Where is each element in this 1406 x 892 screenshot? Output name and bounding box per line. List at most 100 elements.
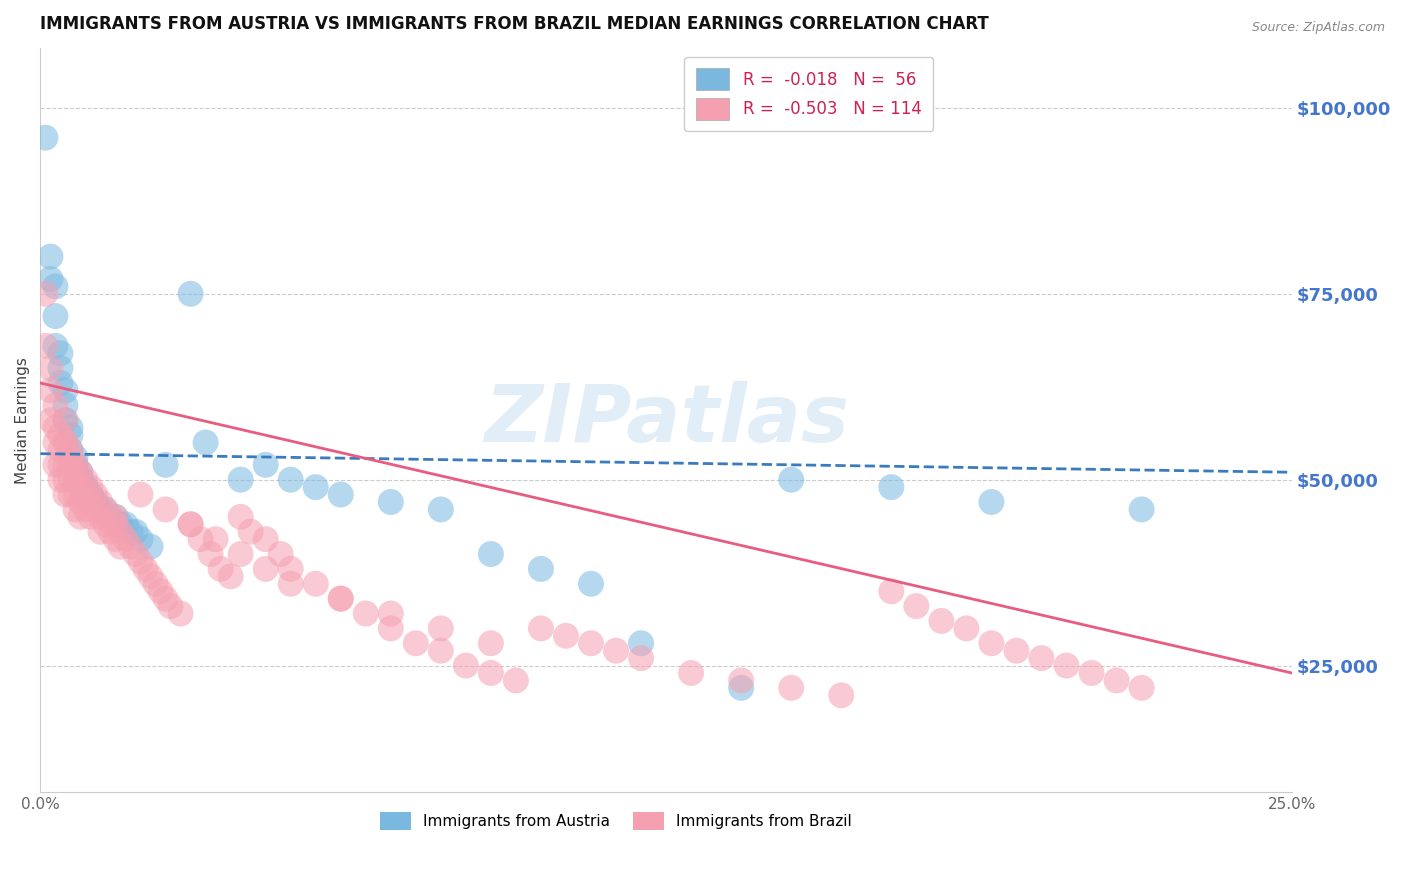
- Point: [65, 458, 87, 472]
- Point: [200, 547, 222, 561]
- Point: [530, 621, 553, 635]
- Point: [44, 309, 66, 323]
- Point: [114, 517, 136, 532]
- Point: [149, 584, 172, 599]
- Point: [329, 487, 352, 501]
- Point: [110, 540, 132, 554]
- Point: [380, 607, 402, 621]
- Point: [329, 591, 352, 606]
- Point: [79, 509, 101, 524]
- Point: [120, 524, 142, 539]
- Point: [209, 562, 232, 576]
- Point: [59, 442, 82, 457]
- Point: [180, 286, 202, 301]
- Point: [124, 524, 146, 539]
- Point: [65, 458, 87, 472]
- Point: [55, 413, 77, 427]
- Point: [454, 658, 477, 673]
- Point: [630, 636, 652, 650]
- Point: [55, 487, 77, 501]
- Point: [129, 532, 152, 546]
- Point: [75, 502, 97, 516]
- Point: [84, 487, 107, 501]
- Point: [980, 495, 1002, 509]
- Point: [55, 435, 77, 450]
- Point: [479, 636, 502, 650]
- Point: [1130, 502, 1153, 516]
- Point: [110, 517, 132, 532]
- Point: [114, 532, 136, 546]
- Point: [380, 621, 402, 635]
- Point: [69, 480, 91, 494]
- Point: [59, 442, 82, 457]
- Point: [1005, 643, 1028, 657]
- Point: [79, 480, 101, 494]
- Point: [730, 673, 752, 688]
- Point: [39, 250, 62, 264]
- Point: [254, 562, 277, 576]
- Point: [44, 339, 66, 353]
- Point: [65, 502, 87, 516]
- Point: [239, 524, 262, 539]
- Point: [49, 458, 72, 472]
- Point: [100, 509, 122, 524]
- Point: [79, 487, 101, 501]
- Point: [94, 502, 117, 516]
- Point: [84, 495, 107, 509]
- Point: [1056, 658, 1078, 673]
- Point: [880, 584, 903, 599]
- Point: [430, 621, 453, 635]
- Point: [129, 554, 152, 568]
- Point: [59, 458, 82, 472]
- Point: [159, 599, 181, 613]
- Point: [44, 435, 66, 450]
- Point: [34, 286, 56, 301]
- Point: [1130, 681, 1153, 695]
- Point: [780, 681, 803, 695]
- Point: [530, 562, 553, 576]
- Point: [135, 562, 157, 576]
- Point: [1031, 651, 1053, 665]
- Point: [49, 361, 72, 376]
- Point: [430, 643, 453, 657]
- Point: [405, 636, 427, 650]
- Point: [44, 279, 66, 293]
- Point: [155, 502, 177, 516]
- Point: [44, 458, 66, 472]
- Point: [270, 547, 292, 561]
- Point: [39, 272, 62, 286]
- Point: [39, 384, 62, 398]
- Point: [905, 599, 928, 613]
- Point: [104, 509, 127, 524]
- Point: [69, 495, 91, 509]
- Point: [155, 458, 177, 472]
- Point: [354, 607, 377, 621]
- Point: [280, 562, 302, 576]
- Legend: Immigrants from Austria, Immigrants from Brazil: Immigrants from Austria, Immigrants from…: [374, 805, 858, 837]
- Point: [110, 524, 132, 539]
- Text: Source: ZipAtlas.com: Source: ZipAtlas.com: [1251, 21, 1385, 34]
- Point: [65, 487, 87, 501]
- Point: [39, 413, 62, 427]
- Point: [479, 547, 502, 561]
- Point: [89, 524, 111, 539]
- Point: [555, 629, 578, 643]
- Point: [69, 509, 91, 524]
- Point: [229, 509, 252, 524]
- Point: [219, 569, 242, 583]
- Point: [94, 502, 117, 516]
- Point: [44, 420, 66, 434]
- Point: [65, 465, 87, 479]
- Point: [59, 428, 82, 442]
- Point: [830, 688, 852, 702]
- Point: [79, 495, 101, 509]
- Point: [180, 517, 202, 532]
- Point: [730, 681, 752, 695]
- Point: [605, 643, 627, 657]
- Point: [69, 465, 91, 479]
- Point: [1105, 673, 1128, 688]
- Point: [931, 614, 953, 628]
- Point: [55, 398, 77, 412]
- Point: [145, 576, 167, 591]
- Point: [479, 665, 502, 680]
